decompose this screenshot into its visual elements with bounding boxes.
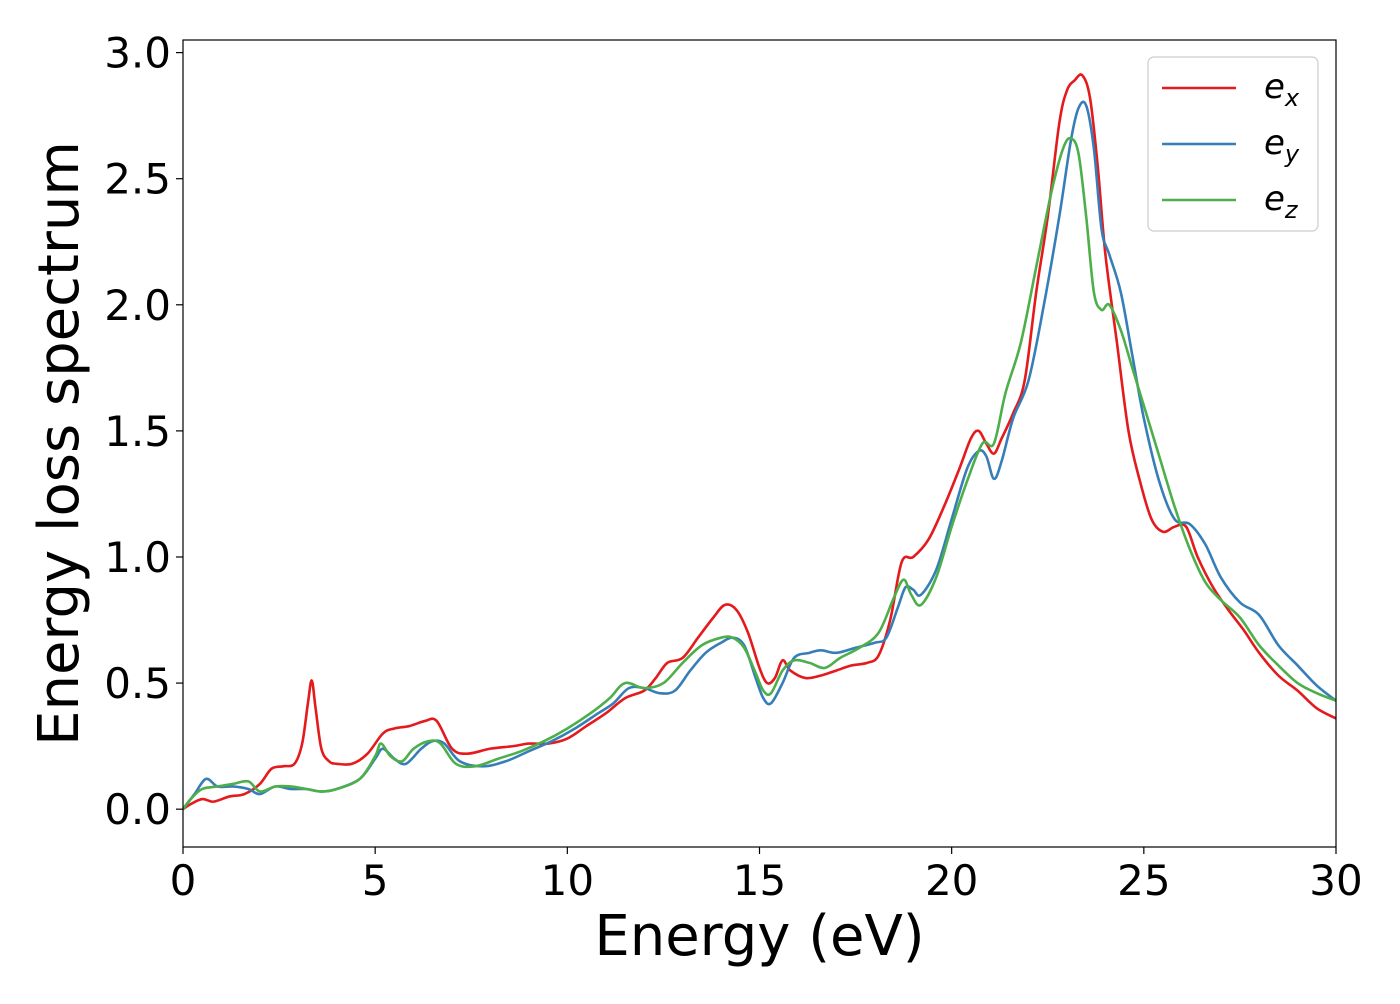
x-tick-label: 15 [733,856,786,905]
x-tick-label: 20 [925,856,978,905]
y-axis-ticks: 0.0 0.5 1.0 1.5 2.0 2.5 3.0 [104,29,183,834]
series-line-z [183,136,1336,810]
y-tick-label: 3.0 [104,29,171,78]
series-layer [183,73,1336,811]
y-tick-label: 1.0 [104,533,171,582]
y-tick-label: 0.0 [104,785,171,834]
x-axis-ticks: 0 5 10 15 20 25 30 [170,847,1363,905]
x-tick-label: 25 [1117,856,1170,905]
y-tick-label: 2.5 [104,155,171,204]
y-tick-label: 0.5 [104,659,171,708]
x-tick-label: 5 [362,856,389,905]
x-tick-label: 10 [541,856,594,905]
legend-label-z: ez [1264,179,1299,224]
y-tick-label: 1.5 [104,407,171,456]
series-line-y [183,100,1336,810]
x-tick-label: 0 [170,856,197,905]
x-tick-label: 30 [1309,856,1362,905]
series-line-x [183,73,1336,811]
y-axis-label: Energy loss spectrum [27,141,92,746]
y-tick-label: 2.0 [104,281,171,330]
x-axis-label: Energy (eV) [594,904,924,969]
